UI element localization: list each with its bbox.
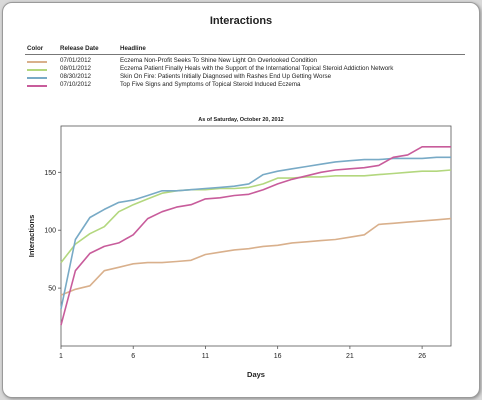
y-tick-label: 100 <box>44 228 56 235</box>
x-tick-label: 1 <box>59 353 63 360</box>
y-tick-label: 150 <box>44 170 56 177</box>
y-tick-label: 50 <box>48 286 56 293</box>
series-line-2 <box>61 170 451 263</box>
y-axis-label: Interactions <box>27 215 36 258</box>
x-tick-label: 16 <box>274 353 282 360</box>
x-axis-label: Days <box>247 370 265 379</box>
series-line-1 <box>61 219 451 296</box>
x-tick-label: 21 <box>346 353 354 360</box>
x-tick-label: 11 <box>202 353 209 360</box>
x-tick-label: 26 <box>418 353 426 360</box>
series-line-3 <box>61 157 451 309</box>
x-tick-label: 6 <box>131 353 135 360</box>
